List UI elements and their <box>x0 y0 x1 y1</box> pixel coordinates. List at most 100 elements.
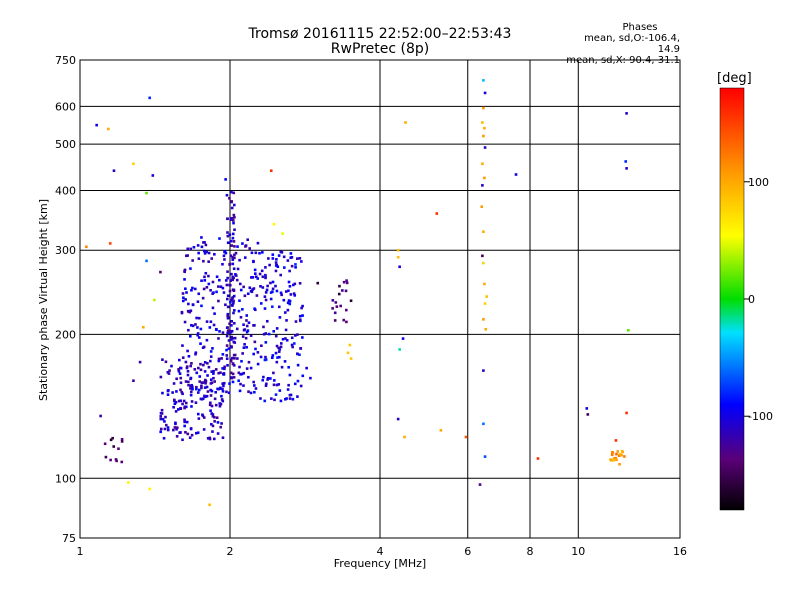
data-point <box>262 375 265 379</box>
data-point <box>205 320 209 323</box>
data-point <box>217 337 220 340</box>
data-point <box>171 391 174 394</box>
data-point <box>265 319 269 323</box>
data-point <box>272 379 276 382</box>
data-point <box>115 459 118 463</box>
data-point <box>231 232 235 236</box>
data-point <box>167 372 171 375</box>
data-point <box>218 278 221 282</box>
data-point <box>225 357 229 361</box>
data-point <box>201 381 205 384</box>
data-point <box>266 378 269 381</box>
data-point <box>478 483 482 486</box>
data-point <box>227 339 231 342</box>
data-point <box>251 275 255 279</box>
data-point <box>278 316 282 319</box>
data-point <box>256 241 260 245</box>
data-point <box>145 191 148 195</box>
data-point <box>212 372 215 375</box>
data-point <box>201 414 205 418</box>
data-point <box>263 358 267 362</box>
data-point <box>230 335 234 339</box>
data-point <box>273 398 276 402</box>
data-point <box>214 368 218 371</box>
data-point <box>274 393 278 396</box>
data-point <box>231 262 235 266</box>
data-point <box>300 260 303 263</box>
data-point <box>275 258 278 261</box>
data-point <box>216 387 219 391</box>
data-point <box>228 196 231 200</box>
data-point <box>331 307 334 310</box>
data-point <box>246 329 250 332</box>
data-point <box>185 291 188 294</box>
data-point <box>190 323 193 327</box>
data-point <box>609 458 612 461</box>
data-point <box>612 459 615 462</box>
data-point <box>202 241 205 244</box>
data-point <box>271 290 274 293</box>
data-point <box>112 169 116 173</box>
data-point <box>225 348 228 352</box>
data-point <box>85 245 88 249</box>
data-point <box>283 266 286 269</box>
data-point <box>610 453 614 457</box>
data-point <box>243 343 246 346</box>
y-axis-ticks: 75 100 200 300 400 500 600 750 <box>55 54 76 545</box>
data-point <box>230 190 233 194</box>
data-point <box>247 390 250 393</box>
x-axis-ticks: 1 2 4 6 8 10 16 <box>77 545 688 558</box>
data-point <box>178 358 181 362</box>
data-point <box>239 373 242 376</box>
data-point <box>263 399 267 403</box>
data-point <box>210 422 213 426</box>
data-point <box>251 288 254 291</box>
data-point <box>221 389 225 393</box>
data-point <box>199 397 203 401</box>
y-tick-label: 500 <box>55 138 76 151</box>
data-point <box>189 364 192 368</box>
data-point <box>232 267 236 271</box>
data-point <box>210 370 213 373</box>
data-point <box>233 228 236 232</box>
data-point <box>182 399 186 403</box>
data-point <box>159 430 162 434</box>
data-point <box>483 282 486 286</box>
data-point <box>245 314 249 317</box>
data-point <box>241 308 244 311</box>
data-point <box>183 406 186 410</box>
data-point <box>227 391 231 395</box>
data-point <box>239 288 243 292</box>
data-point <box>213 415 216 419</box>
data-point <box>197 336 201 339</box>
data-point <box>148 96 152 100</box>
data-point <box>614 439 618 442</box>
data-point <box>231 380 235 384</box>
data-point <box>200 236 203 239</box>
data-point <box>250 251 254 255</box>
data-point <box>242 323 245 327</box>
data-point <box>225 297 229 301</box>
data-point <box>280 251 284 254</box>
data-point <box>189 267 192 270</box>
data-point <box>191 387 194 391</box>
data-point <box>254 387 258 390</box>
data-point <box>196 431 200 434</box>
data-point <box>232 191 236 195</box>
data-point <box>189 393 193 397</box>
data-point <box>435 212 439 215</box>
data-point <box>175 377 178 381</box>
data-point <box>179 381 183 385</box>
data-point <box>242 384 245 387</box>
data-point <box>236 245 239 248</box>
data-point <box>482 261 485 265</box>
data-point <box>206 362 209 365</box>
data-point <box>269 377 272 380</box>
data-point <box>202 363 205 367</box>
data-point <box>275 360 279 364</box>
data-point <box>346 351 350 355</box>
data-point <box>228 289 232 293</box>
data-point <box>187 328 190 332</box>
data-point <box>244 244 248 247</box>
data-point <box>221 382 224 385</box>
